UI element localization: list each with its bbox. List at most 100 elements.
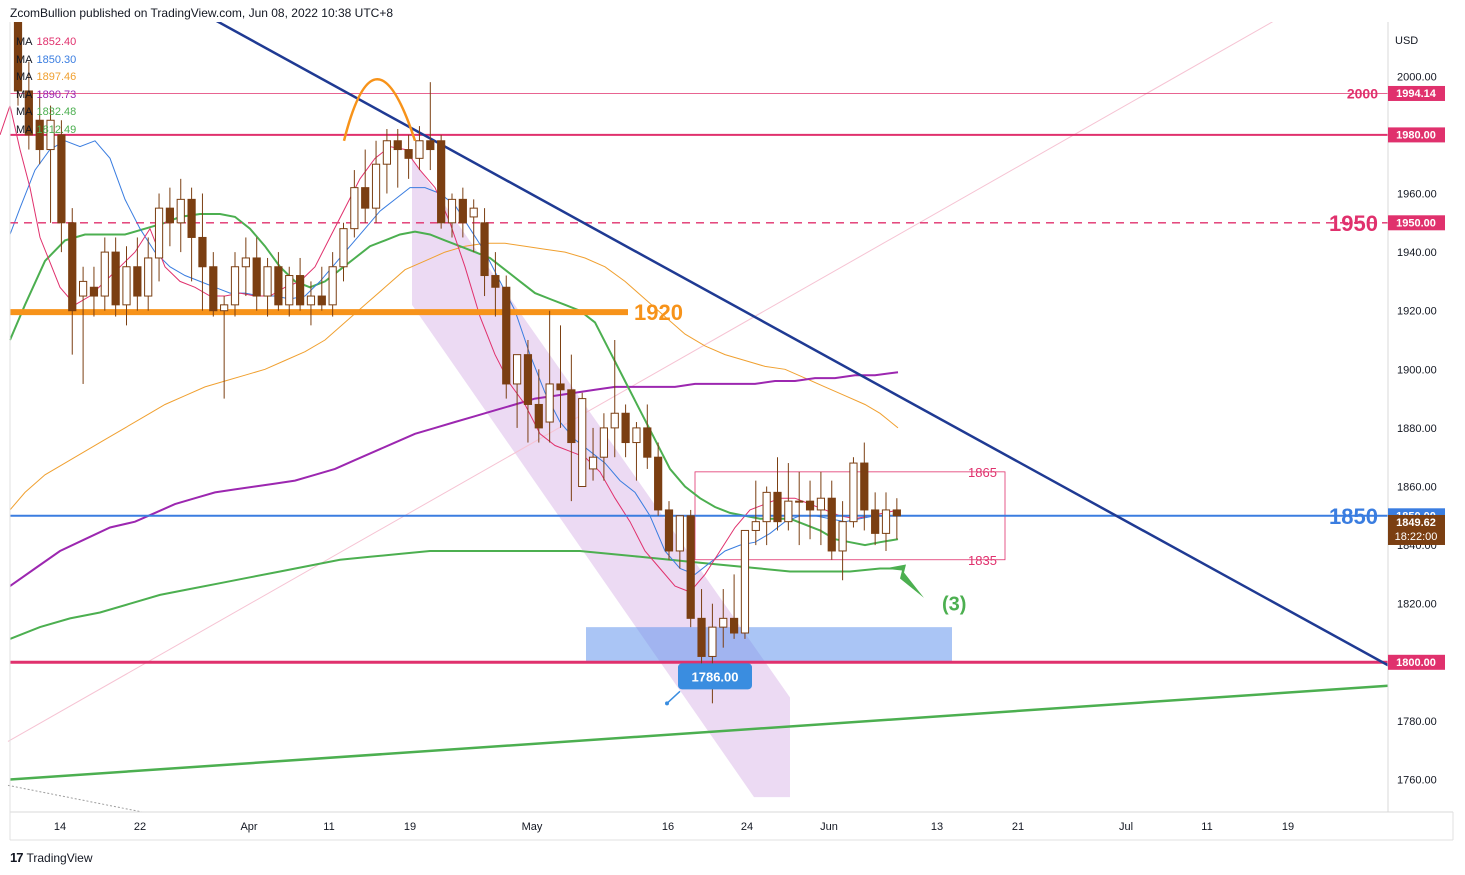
footer-brand[interactable]: 17 TradingView [10, 850, 93, 865]
candle-body [849, 462, 858, 523]
price-tag-2 [1388, 215, 1445, 231]
candle-body [111, 251, 120, 306]
legend-value: 1852.40 [36, 36, 77, 48]
candle-body [154, 207, 164, 259]
downtrend-line [199, 10, 1389, 667]
low-callout-label: 1786.00 [692, 669, 739, 684]
price-tag-5 [1388, 654, 1445, 670]
legend-row[interactable]: MA 1812.49 [16, 122, 76, 140]
wave-3-label: (3) [942, 594, 966, 616]
candle-body [122, 266, 131, 306]
price-tag-4 [1388, 514, 1445, 545]
candle-body [187, 198, 196, 238]
candle-body [502, 286, 511, 385]
x-tick-label: Apr [240, 821, 257, 833]
legend-value: 1890.73 [36, 88, 77, 101]
legend-label: MA [16, 88, 33, 101]
candle-body [209, 266, 218, 312]
chart-area[interactable]: 2000 1950 1850 1920 1865 1835 (3) 1786.00 USD … [0, 10, 1465, 842]
candle-body [762, 491, 771, 523]
candle-body [133, 266, 142, 297]
legend-label: MA [16, 53, 33, 66]
y-tick-label: 2000.00 [1397, 71, 1437, 83]
legend-row[interactable]: MA 1897.46 [16, 69, 76, 87]
candle-body [610, 412, 619, 429]
candle-body [317, 295, 326, 306]
candle-body [654, 456, 663, 511]
legend-label: MA [16, 106, 33, 118]
candle-body [24, 90, 33, 136]
x-tick-label: 19 [1282, 821, 1294, 833]
top-arc [342, 78, 417, 142]
tradingview-logo-icon: 17 [10, 850, 24, 865]
candle-body [664, 509, 674, 552]
candle-body [513, 354, 522, 385]
wave-arrow-icon [884, 564, 924, 598]
candle-body [588, 456, 598, 470]
candle-body [263, 266, 272, 297]
price-tag-time-4: 18:22:00 [1395, 531, 1438, 543]
candle-body [708, 626, 717, 657]
legend-row[interactable]: MA 1890.73 [16, 87, 76, 105]
currency-label: USD [1395, 35, 1418, 47]
legend-row[interactable]: MA 1850.30 [16, 52, 76, 70]
legend-row[interactable]: MA 1832.48 [16, 104, 76, 122]
x-tick-label: 16 [662, 821, 674, 833]
candle-body [816, 497, 825, 511]
candle-body [871, 509, 880, 534]
candle-body [860, 462, 869, 511]
price-axis[interactable] [1388, 22, 1465, 812]
price-tag-value-1: 1980.00 [1396, 129, 1436, 141]
candle-body [274, 266, 283, 306]
candle-body [719, 617, 728, 628]
y-tick-label: 1760.00 [1397, 775, 1437, 787]
candle-body [795, 500, 804, 503]
candle-body [458, 198, 467, 224]
level-label-2: 1950 [1329, 211, 1378, 236]
candle-body [730, 617, 739, 634]
candle-body [79, 280, 88, 297]
range-bottom-label: 1835 [968, 553, 997, 568]
candle-body [252, 257, 261, 297]
candle-body [165, 207, 175, 224]
candle-body [328, 266, 337, 306]
candle-body [393, 140, 402, 151]
low-callout-box [678, 663, 752, 690]
y-tick-label: 1860.00 [1397, 482, 1437, 494]
uptrend-support-line [9, 684, 1389, 781]
candle-body [361, 187, 370, 209]
dotted-line [7, 784, 201, 824]
candle-body [100, 251, 109, 297]
ma-purple-line [9, 371, 899, 587]
demand-zone [586, 627, 952, 663]
time-axis[interactable] [10, 812, 1453, 840]
candle-body [773, 491, 782, 523]
legend-label: MA [16, 123, 33, 136]
candle-body [784, 500, 793, 523]
candle-body [621, 412, 630, 444]
x-tick-label: 24 [741, 821, 753, 833]
y-tick-label: 1960.00 [1397, 189, 1437, 201]
candle-body [892, 509, 901, 517]
candle-body [144, 257, 153, 297]
x-tick-label: 14 [54, 821, 66, 833]
legend-row[interactable]: MA 1852.40 [16, 34, 76, 52]
price-tag-0 [1388, 85, 1445, 101]
candle-body [567, 389, 576, 444]
x-tick-label: 11 [323, 821, 334, 833]
candle-body [89, 286, 99, 297]
x-tick-label: 19 [404, 821, 416, 833]
candle-body [57, 134, 66, 224]
level-label-5: 1920 [634, 300, 683, 325]
candle-body [751, 521, 760, 531]
price-tag-value-4: 1849.62 [1396, 517, 1436, 529]
candle-body [556, 383, 565, 391]
candle-body [241, 257, 250, 268]
y-tick-label: 1920.00 [1397, 306, 1437, 318]
level-label-0: 2000 [1347, 85, 1378, 101]
candle-body [296, 275, 305, 306]
candle-body [350, 187, 359, 230]
candle-body [426, 140, 435, 151]
candle-body [339, 228, 348, 268]
